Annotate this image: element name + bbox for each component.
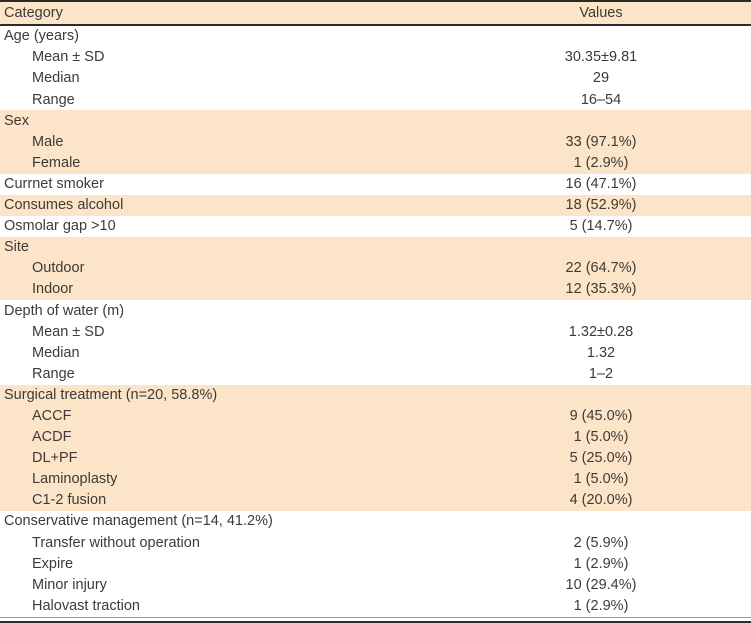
row-label: Expire <box>32 556 74 572</box>
row-label: Minor injury <box>32 577 107 593</box>
table-row: Site <box>0 236 751 259</box>
row-value: 16–54 <box>580 91 622 108</box>
row-label: DL+PF <box>32 451 78 466</box>
row-label: Surgical treatment (n=20, 58.8%) <box>4 387 218 403</box>
table-row: Mean ± SD 30.35±9.81 <box>0 47 751 68</box>
table-row: DL+PF 5 (25.0%) <box>0 447 751 469</box>
row-label: C1-2 fusion <box>32 493 107 508</box>
row-value: 12 (35.3%) <box>565 281 637 298</box>
table-row: Median 29 <box>0 68 751 89</box>
row-label: Currnet smoker <box>4 176 104 192</box>
table-row: C1-2 fusion 4 (20.0%) <box>0 490 751 512</box>
table-row: Minor injury 10 (29.4%) <box>0 574 751 595</box>
row-label: Female <box>32 155 81 171</box>
row-label: Depth of water (m) <box>4 303 125 319</box>
row-label: Age (years) <box>4 29 79 44</box>
table-row: Indoor 12 (35.3%) <box>0 279 751 301</box>
table-row: ACCF 9 (45.0%) <box>0 405 751 427</box>
column-header-category: Category <box>4 5 63 21</box>
table-row: Median 1.32 <box>0 342 751 363</box>
table-body: Age (years) Mean ± SD 30.35±9.81 Median 29 Ra… <box>0 26 751 617</box>
table-row: Male 33 (97.1%) <box>0 131 751 153</box>
row-label: Sex <box>4 113 29 129</box>
row-value: 1 (2.9%) <box>573 555 629 572</box>
row-label: ACDF <box>32 430 72 445</box>
row-value: 1 (2.9%) <box>573 597 629 614</box>
table-row: Laminoplasty 1 (5.0%) <box>0 468 751 491</box>
table-row: Expire 1 (2.9%) <box>0 553 751 574</box>
row-label: Range <box>32 92 75 108</box>
row-label: Halovast traction <box>32 598 140 614</box>
table-row: Osmolar gap >10 5 (14.7%) <box>0 216 751 237</box>
row-label: Mean ± SD <box>32 324 105 340</box>
row-label: Laminoplasty <box>32 472 118 487</box>
row-value: 16 (47.1%) <box>565 175 637 192</box>
row-label: Consumes alcohol <box>4 198 124 213</box>
table-row: Halovast traction 1 (2.9%) <box>0 596 751 617</box>
row-label: Range <box>32 366 75 382</box>
row-value: 1 (5.0%) <box>573 471 629 488</box>
row-value: 1 (5.0%) <box>573 429 629 446</box>
row-value: 2 (5.9%) <box>573 534 629 551</box>
row-value: 30.35±9.81 <box>564 49 638 66</box>
row-value: 5 (25.0%) <box>569 450 633 467</box>
row-label: Outdoor <box>32 261 85 276</box>
row-label: Median <box>32 71 80 86</box>
row-value: 10 (29.4%) <box>565 576 637 593</box>
row-label: Conservative management (n=14, 41.2%) <box>4 514 273 529</box>
row-value: 29 <box>592 70 610 87</box>
table-row: Female 1 (2.9%) <box>0 152 751 174</box>
table-row: Age (years) <box>0 26 751 47</box>
table-bottom-rule <box>0 616 751 623</box>
table-row: Range 16–54 <box>0 89 751 110</box>
row-value: 18 (52.9%) <box>565 197 637 214</box>
table-header-row: Category Values <box>0 2 751 26</box>
table-row: Outdoor 22 (64.7%) <box>0 258 751 280</box>
row-value: 1.32±0.28 <box>568 323 634 340</box>
table-row: Range 1–2 <box>0 364 751 385</box>
table-row: ACDF 1 (5.0%) <box>0 426 751 448</box>
row-label: Male <box>32 134 64 150</box>
row-value: 9 (45.0%) <box>569 407 633 424</box>
row-label: Site <box>4 240 29 255</box>
table-row: Currnet smoker 16 (47.1%) <box>0 174 751 195</box>
row-value: 1 (2.9%) <box>573 154 629 171</box>
table-row: Consumes alcohol 18 (52.9%) <box>0 194 751 216</box>
row-value: 1.32 <box>586 344 616 361</box>
table-row: Mean ± SD 1.32±0.28 <box>0 321 751 342</box>
table-row: Depth of water (m) <box>0 300 751 321</box>
row-value: 1–2 <box>588 365 614 382</box>
row-label: Mean ± SD <box>32 50 105 65</box>
row-label: Median <box>32 345 80 361</box>
row-label: Osmolar gap >10 <box>4 219 116 234</box>
row-label: Indoor <box>32 282 74 297</box>
row-label: ACCF <box>32 408 72 424</box>
row-value: 33 (97.1%) <box>565 133 637 150</box>
row-value: 22 (64.7%) <box>565 260 637 277</box>
table-row: Surgical treatment (n=20, 58.8%) <box>0 384 751 406</box>
table-row: Transfer without operation 2 (5.9%) <box>0 532 751 553</box>
row-value: 4 (20.0%) <box>569 492 633 509</box>
row-label: Transfer without operation <box>32 535 200 551</box>
table-row: Sex <box>0 110 751 132</box>
table-row: Conservative management (n=14, 41.2%) <box>0 511 751 532</box>
column-header-values: Values <box>579 4 623 21</box>
row-value: 5 (14.7%) <box>569 218 633 235</box>
